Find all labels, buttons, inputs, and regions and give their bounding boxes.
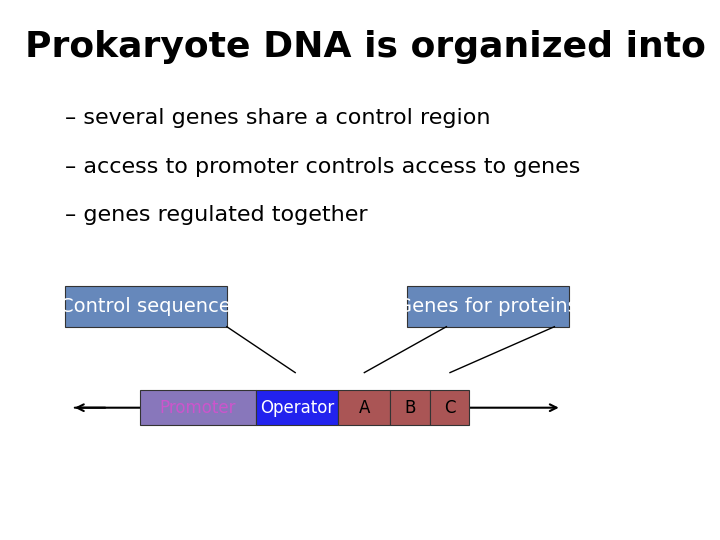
Bar <box>430 390 469 426</box>
Text: C: C <box>444 399 455 417</box>
Text: Genes for proteins: Genes for proteins <box>397 297 578 316</box>
Text: – several genes share a control region: – several genes share a control region <box>65 108 490 128</box>
Text: B: B <box>405 399 415 417</box>
Bar <box>390 390 430 426</box>
Bar <box>338 390 390 426</box>
Text: – genes regulated together: – genes regulated together <box>65 205 367 225</box>
Bar <box>256 390 338 426</box>
Text: – access to promoter controls access to genes: – access to promoter controls access to … <box>65 157 580 177</box>
Bar <box>407 286 569 327</box>
Text: Operator: Operator <box>260 399 334 417</box>
Bar <box>140 390 256 426</box>
Text: Prokaryote DNA is organized into operons: Prokaryote DNA is organized into operons <box>25 30 720 64</box>
Bar <box>65 286 227 327</box>
Text: Promoter: Promoter <box>160 399 236 417</box>
Text: A: A <box>359 399 370 417</box>
Text: Control sequence: Control sequence <box>60 297 231 316</box>
